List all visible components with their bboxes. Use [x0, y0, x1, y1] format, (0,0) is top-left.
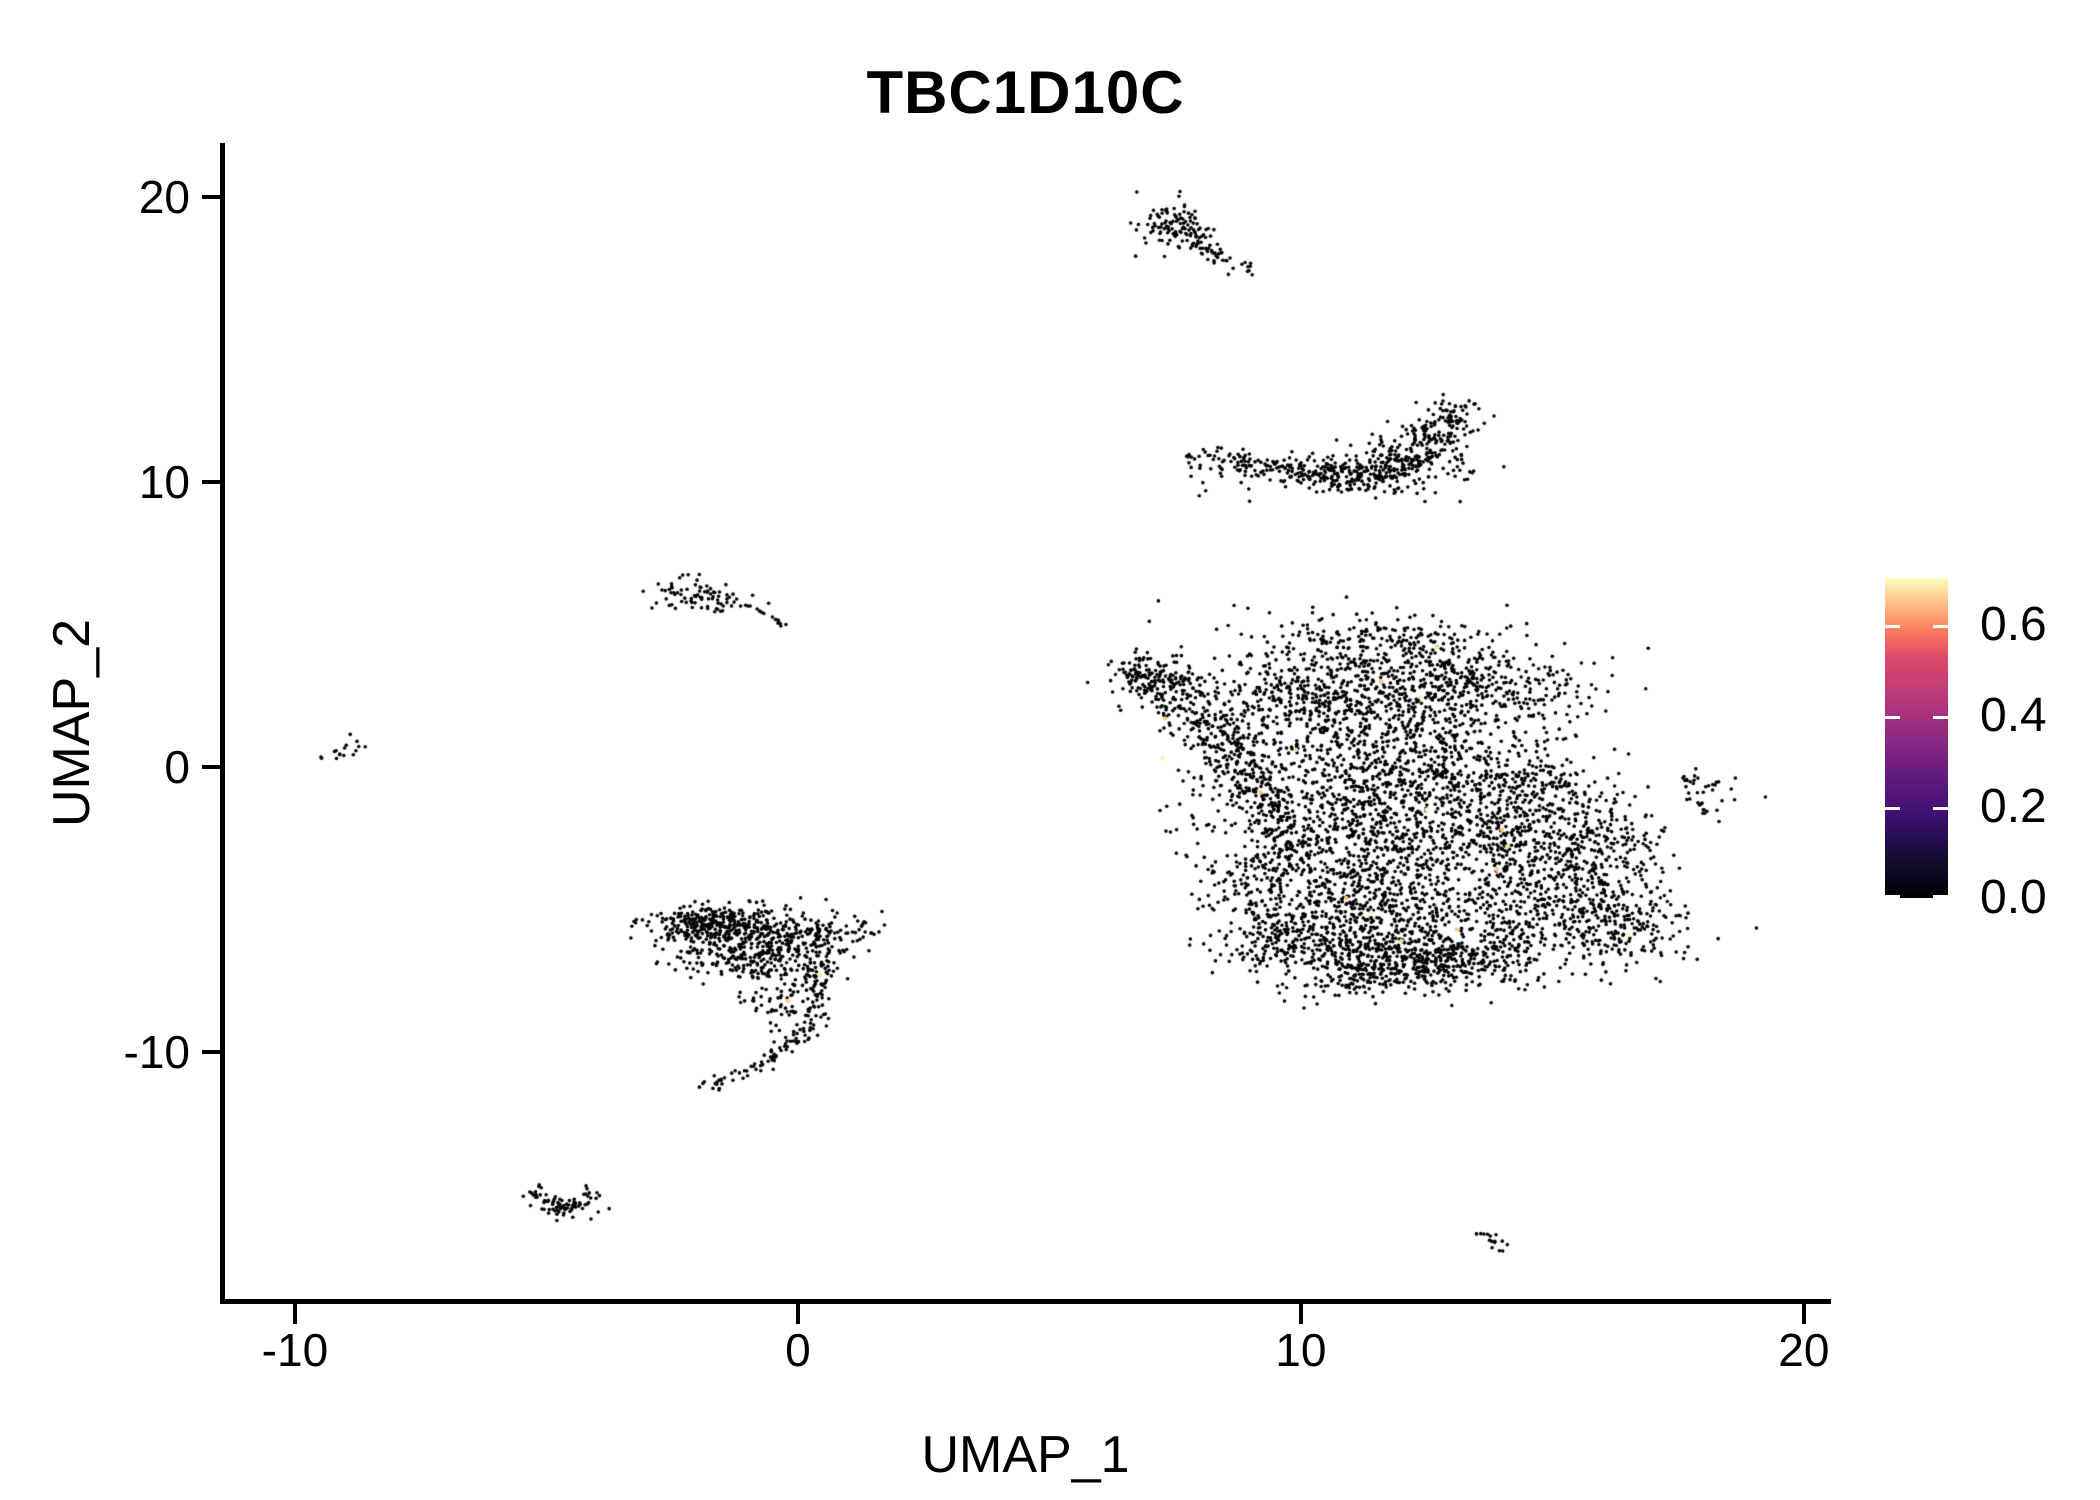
y-tick-mark: [202, 1050, 222, 1054]
x-tick-mark: [1298, 1304, 1303, 1324]
x-axis-title: UMAP_1: [921, 1426, 1130, 1484]
colorbar-tick-mark: [1885, 895, 1900, 898]
y-tick-mark: [202, 194, 222, 199]
colorbar-tick-mark: [1933, 715, 1948, 719]
y-axis-title: UMAP_2: [43, 618, 101, 828]
x-tick-label: 20: [1778, 1324, 1830, 1376]
colorbar-tick-label: 0.4: [1980, 688, 2047, 742]
y-tick-label: 20: [138, 170, 190, 223]
colorbar-tick-mark: [1885, 624, 1900, 628]
colorbar-tick-mark: [1933, 624, 1948, 628]
colorbar-tick-label: 0.6: [1980, 597, 2047, 651]
colorbar-gradient: [1885, 578, 1948, 898]
y-tick-label: 10: [138, 455, 190, 508]
y-tick-label: -10: [123, 1026, 190, 1078]
y-tick-mark: [202, 479, 222, 484]
colorbar-tick-mark: [1885, 806, 1900, 810]
y-axis-line: [220, 143, 225, 1304]
x-tick-label: -10: [261, 1324, 329, 1376]
colorbar-tick-mark: [1933, 895, 1948, 898]
colorbar-tick-label: 0.0: [1980, 871, 2047, 924]
x-axis-line: [220, 1299, 1831, 1304]
x-tick-label: 0: [785, 1324, 811, 1376]
colorbar-tick-mark: [1885, 715, 1900, 719]
colorbar-tick-label: 0.2: [1980, 779, 2047, 833]
x-tick-mark: [292, 1304, 297, 1324]
y-tick-mark: [202, 764, 222, 769]
x-tick-mark: [795, 1304, 800, 1324]
plot-title: TBC1D10C: [866, 59, 1185, 126]
x-tick-mark: [1801, 1304, 1806, 1324]
y-tick-label: 0: [164, 740, 190, 793]
x-tick-label: 10: [1275, 1324, 1327, 1376]
colorbar-tick-mark: [1933, 806, 1948, 810]
